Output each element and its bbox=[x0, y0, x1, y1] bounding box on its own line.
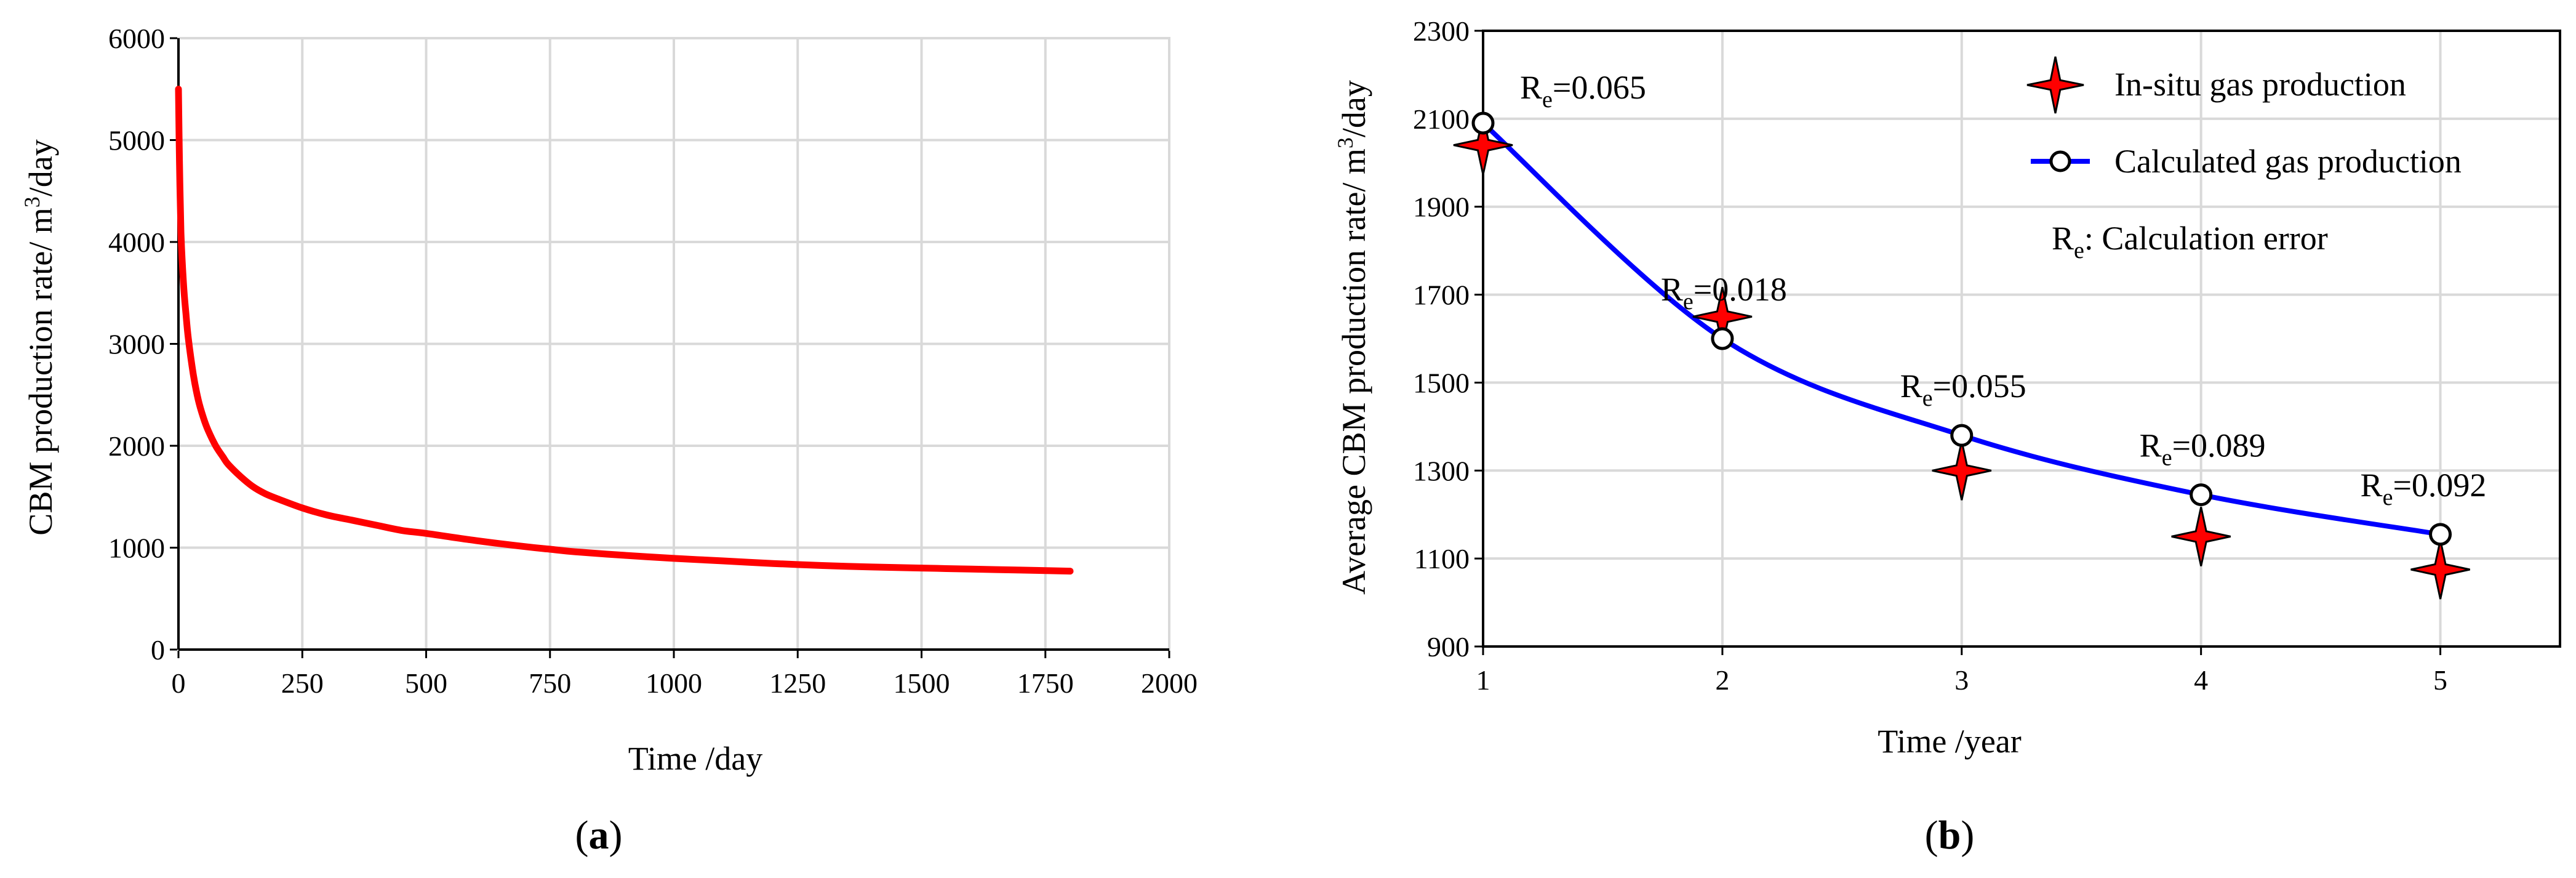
panel-a-x-axis-label: Time /day bbox=[628, 740, 763, 777]
legend-note: Re: Calculation error bbox=[2052, 220, 2328, 264]
insitu-star-marker bbox=[2410, 539, 2470, 600]
error-annotation-symbol: R bbox=[2361, 467, 2383, 504]
panel-b-y-axis-label-main: Average CBM production rate/ m bbox=[1335, 148, 1372, 595]
y-tick-label: 0 bbox=[151, 634, 165, 666]
panel-b-legend: In-situ gas production Calculated gas pro… bbox=[2026, 56, 2462, 264]
y-tick-label: 2100 bbox=[1413, 103, 1470, 135]
legend-note-sub: e bbox=[2074, 238, 2084, 264]
x-tick-label: 3 bbox=[1954, 664, 1969, 696]
calculated-point bbox=[1471, 111, 1495, 135]
x-tick-label: 1750 bbox=[1017, 667, 1074, 699]
panel-a-frame bbox=[170, 37, 1170, 658]
panel-a-label: (a) bbox=[575, 813, 623, 858]
error-annotation-value: =0.065 bbox=[1553, 69, 1646, 106]
error-annotation: Re=0.065 bbox=[1520, 69, 1646, 113]
legend-note-text: : Calculation error bbox=[2084, 220, 2328, 257]
legend-note-symbol: R bbox=[2052, 220, 2074, 257]
y-tick-label: 1300 bbox=[1413, 455, 1470, 486]
panel-b-label: (b) bbox=[1925, 813, 1975, 858]
error-annotation-sub: e bbox=[1683, 289, 1694, 315]
panel-a-y-axis-label-sup: 3 bbox=[20, 196, 44, 207]
error-annotation-sub: e bbox=[2162, 445, 2172, 471]
calculated-point bbox=[2190, 483, 2213, 507]
error-annotation-value: =0.018 bbox=[1694, 271, 1787, 308]
panel-b-grid bbox=[1483, 31, 2560, 646]
error-annotation-symbol: R bbox=[1900, 368, 1922, 405]
y-tick-label: 2300 bbox=[1413, 15, 1470, 47]
error-annotation-symbol: R bbox=[1520, 69, 1542, 106]
x-tick-label: 500 bbox=[405, 667, 447, 699]
y-tick-label: 1100 bbox=[1414, 543, 1470, 574]
x-tick-label: 750 bbox=[529, 667, 571, 699]
panel-b-frame bbox=[1474, 30, 2561, 655]
panel-a-y-axis-label: CBM production rate/ m3/day bbox=[20, 139, 59, 535]
legend-star-icon bbox=[2026, 56, 2084, 114]
calculated-point bbox=[2429, 523, 2452, 546]
panel-a-series bbox=[175, 86, 1074, 575]
error-annotation-symbol: R bbox=[2140, 427, 2162, 464]
x-tick-label: 1 bbox=[1476, 664, 1490, 696]
y-tick-label: 6000 bbox=[108, 23, 165, 54]
y-tick-label: 5000 bbox=[108, 125, 165, 156]
y-tick-label: 1500 bbox=[1413, 367, 1470, 398]
panel-b-x-axis-label: Time /year bbox=[1878, 723, 2021, 760]
y-tick-label: 3000 bbox=[108, 329, 165, 360]
x-tick-label: 2000 bbox=[1141, 667, 1198, 699]
plot-frame bbox=[1482, 30, 2561, 648]
insitu-star-marker bbox=[1932, 440, 1992, 501]
error-annotation-sub: e bbox=[2383, 485, 2393, 510]
y-tick-label: 900 bbox=[1427, 631, 1470, 663]
calculated-point bbox=[1711, 327, 1734, 350]
error-annotation-value: =0.089 bbox=[2172, 427, 2266, 464]
error-annotation-value: =0.055 bbox=[1933, 368, 2026, 405]
panel-a-y-axis-label-main: CBM production rate/ m bbox=[22, 207, 59, 535]
error-annotation-value: =0.092 bbox=[2393, 467, 2486, 504]
panel-a-x-tick-labels: 0 250 500 750 1000 1250 1500 1750 2000 bbox=[172, 667, 1198, 699]
y-tick-label: 1900 bbox=[1413, 191, 1470, 223]
y-tick-label: 1700 bbox=[1413, 280, 1470, 311]
insitu-star-marker bbox=[2171, 507, 2231, 566]
error-annotation: Re=0.089 bbox=[2140, 427, 2266, 471]
y-tick-label: 2000 bbox=[108, 430, 165, 462]
y-tick-label: 4000 bbox=[108, 227, 165, 258]
panel-b-x-tick-labels: 1 2 3 4 5 bbox=[1476, 664, 2448, 696]
x-tick-label: 4 bbox=[2194, 664, 2208, 696]
legend-calculated-label: Calculated gas production bbox=[2114, 143, 2462, 180]
error-annotation: Re=0.092 bbox=[2361, 467, 2487, 510]
error-annotation: Re=0.018 bbox=[1661, 271, 1787, 315]
x-tick-label: 1250 bbox=[769, 667, 826, 699]
legend-insitu-label: In-situ gas production bbox=[2114, 66, 2406, 103]
x-tick-label: 2 bbox=[1715, 664, 1729, 696]
error-annotation: Re=0.055 bbox=[1900, 368, 2026, 411]
x-tick-label: 0 bbox=[172, 667, 186, 699]
panel-a-grid bbox=[178, 38, 1169, 650]
chart-panel-b: 900 1100 1300 1500 1700 1900 2100 2300 1 2 3 4 5 Re… bbox=[1333, 15, 2561, 858]
error-annotation-sub: e bbox=[1922, 385, 1933, 411]
x-tick-label: 250 bbox=[281, 667, 324, 699]
panel-b-y-tick-labels: 900 1100 1300 1500 1700 1900 2100 2300 bbox=[1413, 15, 1470, 663]
production-rate-line bbox=[175, 86, 1074, 575]
panel-b-label-letter: b bbox=[1938, 813, 1961, 858]
calculated-point bbox=[1950, 424, 1974, 447]
panel-b-series bbox=[1453, 111, 2470, 600]
panel-a-y-axis-label-tail: /day bbox=[22, 139, 59, 196]
x-tick-label: 1000 bbox=[646, 667, 702, 699]
panel-a-label-letter: a bbox=[589, 813, 609, 858]
x-tick-label: 5 bbox=[2433, 664, 2447, 696]
panel-b-y-axis-label-tail: /day bbox=[1335, 80, 1372, 137]
legend-circle-icon bbox=[2049, 150, 2071, 172]
panel-b-y-axis-label: Average CBM production rate/ m3/day bbox=[1333, 80, 1372, 595]
y-tick-label: 1000 bbox=[108, 533, 165, 564]
panel-a-y-tick-labels: 0 1000 2000 3000 4000 5000 6000 bbox=[108, 23, 165, 666]
panel-b-y-axis-label-sup: 3 bbox=[1333, 137, 1358, 148]
error-annotation-sub: e bbox=[1542, 87, 1553, 113]
x-tick-label: 1500 bbox=[894, 667, 950, 699]
insitu-star-marker bbox=[1453, 115, 1513, 175]
error-annotation-symbol: R bbox=[1661, 271, 1683, 308]
chart-panel-a: 0 1000 2000 3000 4000 5000 6000 0 250 500 750 1000… bbox=[20, 23, 1198, 858]
